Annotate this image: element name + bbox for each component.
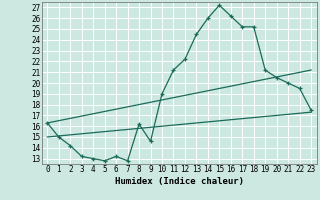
X-axis label: Humidex (Indice chaleur): Humidex (Indice chaleur)	[115, 177, 244, 186]
